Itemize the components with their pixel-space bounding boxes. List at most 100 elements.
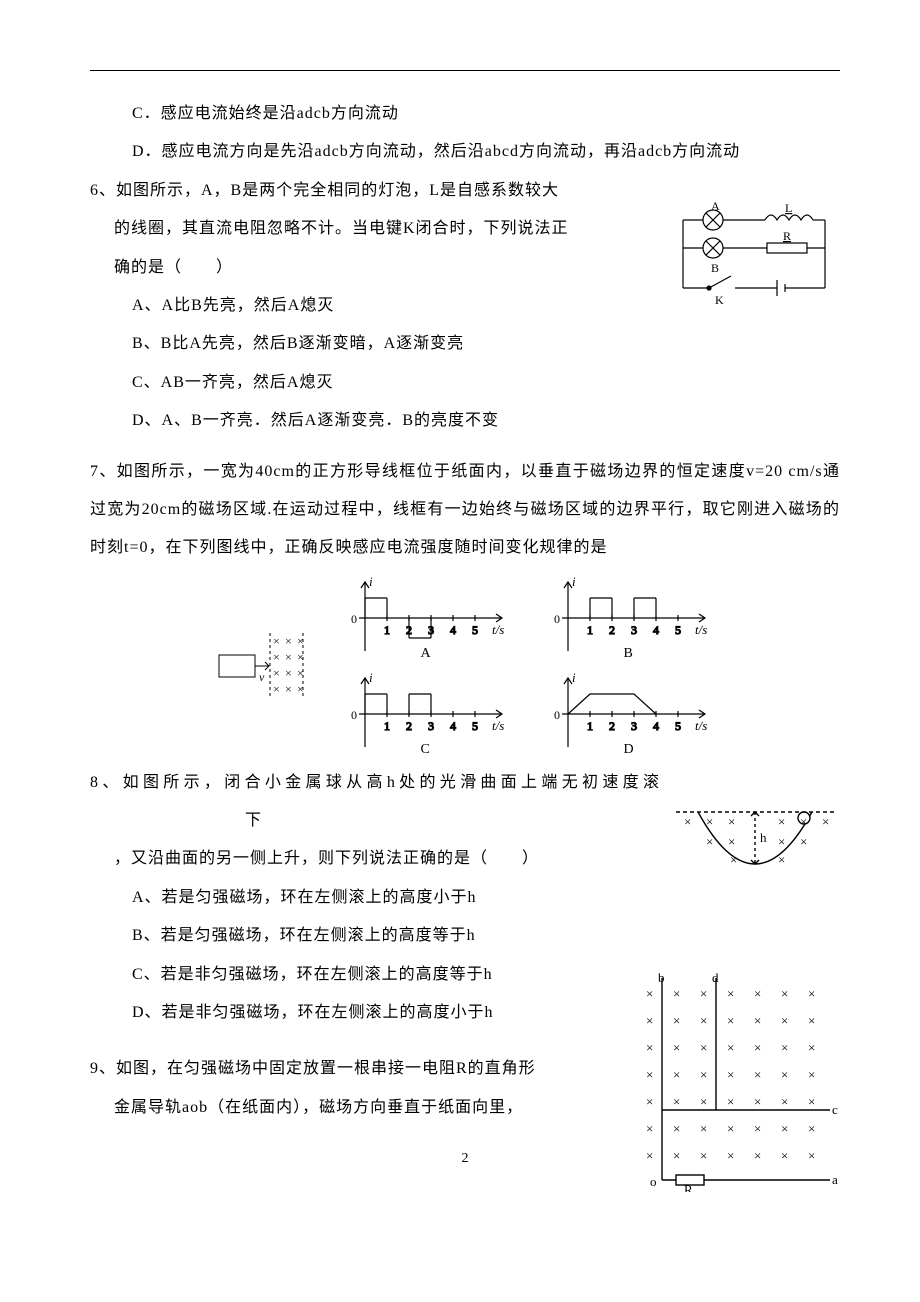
svg-text:0: 0 — [554, 612, 560, 626]
svg-text:3: 3 — [428, 719, 434, 733]
q6-text: 6、如图所示，A，B是两个完全相同的灯泡，L是自感系数较大 的线圈，其直流电阻忽… — [90, 172, 655, 441]
svg-text:×: × — [778, 814, 785, 829]
svg-text:×: × — [273, 666, 280, 680]
svg-text:×: × — [754, 1148, 761, 1163]
svg-text:×: × — [727, 1121, 734, 1136]
svg-text:×: × — [781, 1067, 788, 1082]
svg-text:i: i — [369, 670, 373, 685]
svg-text:3: 3 — [631, 719, 637, 733]
svg-text:1: 1 — [384, 623, 390, 637]
svg-text:i: i — [572, 574, 576, 589]
q7-graph-b: 12345 i t/s 0 B — [540, 574, 715, 664]
q5-option-d: D．感应电流方向是先沿adcb方向流动，然后沿abcd方向流动，再沿adcb方向… — [132, 133, 840, 171]
svg-text:×: × — [297, 634, 304, 648]
svg-text:4: 4 — [450, 623, 456, 637]
svg-text:t/s: t/s — [492, 718, 504, 733]
svg-text:×: × — [808, 1067, 815, 1082]
svg-text:×: × — [646, 986, 653, 1001]
svg-text:×: × — [781, 1013, 788, 1028]
svg-text:×: × — [297, 682, 304, 696]
svg-text:×: × — [700, 986, 707, 1001]
svg-text:D: D — [624, 742, 634, 755]
svg-text:i: i — [572, 670, 576, 685]
svg-text:×: × — [273, 650, 280, 664]
svg-text:×: × — [754, 1094, 761, 1109]
q6-stem-line1: 6、如图所示，A，B是两个完全相同的灯泡，L是自感系数较大 — [90, 172, 655, 210]
svg-text:×: × — [285, 634, 292, 648]
q9-figure: ××××××××××××××××××××××××××××××××××××××××… — [630, 972, 840, 1197]
q8-stem1-text: 8、如图所示，闭合小金属球从高h处的光滑曲面上端无初速度滚 — [90, 774, 660, 791]
svg-text:×: × — [754, 1067, 761, 1082]
svg-text:×: × — [646, 1067, 653, 1082]
circuit-label-r: R — [783, 229, 791, 243]
svg-text:×: × — [727, 1094, 734, 1109]
svg-text:×: × — [727, 1013, 734, 1028]
q8-text: 8、如图所示，闭合小金属球从高h处的光滑曲面上端无初速度滚 下 ，又沿曲面的另一… — [90, 764, 660, 1033]
svg-text:2: 2 — [609, 623, 615, 637]
svg-text:×: × — [781, 1148, 788, 1163]
q8-stem-line1: 8、如图所示，闭合小金属球从高h处的光滑曲面上端无初速度滚 下 — [90, 764, 660, 841]
q7-stem: 7、如图所示，一宽为40cm的正方形导线框位于纸面内，以垂直于磁场边界的恒定速度… — [90, 453, 840, 568]
q6-option-c: C、AB一齐亮，然后A熄灭 — [132, 364, 655, 402]
svg-text:×: × — [297, 666, 304, 680]
svg-text:×: × — [728, 834, 735, 849]
q5-option-c: C．感应电流始终是沿adcb方向流动 — [132, 95, 840, 133]
svg-text:×: × — [727, 986, 734, 1001]
svg-text:d: d — [712, 972, 719, 985]
svg-text:5: 5 — [675, 719, 681, 733]
circuit-label-l: L — [785, 201, 792, 215]
q6: 6、如图所示，A，B是两个完全相同的灯泡，L是自感系数较大 的线圈，其直流电阻忽… — [90, 172, 840, 441]
circuit-label-a: A — [711, 200, 720, 213]
svg-text:×: × — [646, 1121, 653, 1136]
svg-text:2: 2 — [406, 719, 412, 733]
svg-text:×: × — [673, 1148, 680, 1163]
svg-text:4: 4 — [653, 719, 659, 733]
svg-text:×: × — [297, 650, 304, 664]
svg-text:×: × — [781, 1040, 788, 1055]
svg-text:×: × — [754, 986, 761, 1001]
svg-text:×: × — [673, 986, 680, 1001]
svg-text:×: × — [781, 986, 788, 1001]
svg-text:o: o — [650, 1174, 657, 1189]
svg-text:1: 1 — [587, 719, 593, 733]
svg-text:×: × — [808, 986, 815, 1001]
svg-text:×: × — [673, 1121, 680, 1136]
svg-text:×: × — [285, 682, 292, 696]
svg-text:×: × — [700, 1121, 707, 1136]
svg-text:×: × — [800, 814, 807, 829]
svg-text:C: C — [421, 742, 430, 755]
q8-option-d: D、若是非匀强磁场，环在左侧滚上的高度小于h — [132, 994, 660, 1032]
circuit-label-b: B — [711, 261, 719, 275]
q7-graph-d: 12345 i t/s 0 D — [540, 670, 715, 760]
svg-text:×: × — [778, 834, 785, 849]
svg-text:×: × — [822, 814, 829, 829]
svg-text:×: × — [273, 682, 280, 696]
svg-text:×: × — [673, 1013, 680, 1028]
svg-text:×: × — [778, 852, 785, 867]
svg-text:×: × — [706, 814, 713, 829]
svg-text:×: × — [808, 1040, 815, 1055]
svg-text:a: a — [832, 1172, 838, 1187]
svg-text:×: × — [808, 1094, 815, 1109]
svg-text:×: × — [673, 1040, 680, 1055]
svg-text:4: 4 — [450, 719, 456, 733]
q6-option-b: B、B比A先亮，然后B逐渐变暗，A逐渐变亮 — [132, 325, 655, 363]
svg-text:×: × — [754, 1040, 761, 1055]
svg-text:0: 0 — [351, 708, 357, 722]
svg-text:×: × — [646, 1013, 653, 1028]
svg-text:×: × — [808, 1121, 815, 1136]
svg-text:×: × — [700, 1013, 707, 1028]
q8-option-b: B、若是匀强磁场，环在左侧滚上的高度等于h — [132, 917, 660, 955]
svg-text:×: × — [781, 1094, 788, 1109]
svg-text:×: × — [727, 1040, 734, 1055]
top-rule — [90, 70, 840, 71]
circuit-label-k: K — [715, 293, 724, 307]
page: C．感应电流始终是沿adcb方向流动 D．感应电流方向是先沿adcb方向流动，然… — [0, 0, 920, 1207]
svg-text:3: 3 — [631, 623, 637, 637]
svg-text:i: i — [369, 574, 373, 589]
svg-text:×: × — [730, 852, 737, 867]
q8-stem1-tail: 下 — [245, 812, 262, 829]
svg-text:×: × — [285, 666, 292, 680]
svg-text:×: × — [646, 1094, 653, 1109]
svg-text:×: × — [285, 650, 292, 664]
